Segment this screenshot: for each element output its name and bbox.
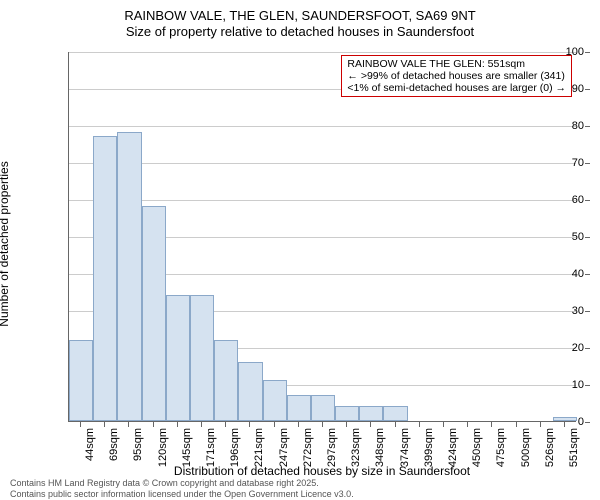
histogram-bar: [287, 395, 311, 421]
y-gridline: [69, 163, 576, 164]
y-tick-mark: [585, 52, 590, 53]
x-tick-mark: [395, 422, 396, 427]
x-tick-label: 145sqm: [181, 428, 193, 467]
x-tick-mark: [467, 422, 468, 427]
info-line-3: <1% of semi-detached houses are larger (…: [347, 82, 566, 94]
histogram-bar: [69, 340, 93, 421]
y-axis: Number of detached properties: [10, 52, 66, 422]
info-line-1: RAINBOW VALE THE GLEN: 551sqm: [347, 58, 566, 70]
chart-title: RAINBOW VALE, THE GLEN, SAUNDERSFOOT, SA…: [10, 8, 590, 23]
y-gridline: [69, 52, 576, 53]
x-tick-label: 323sqm: [350, 428, 362, 467]
x-tick-label: 399sqm: [423, 428, 435, 467]
histogram-bar: [190, 295, 214, 421]
x-tick-mark: [298, 422, 299, 427]
plot-area: RAINBOW VALE THE GLEN: 551sqm ← >99% of …: [68, 52, 576, 422]
x-axis: Distribution of detached houses by size …: [68, 422, 576, 482]
x-tick-label: 348sqm: [374, 428, 386, 467]
copyright-line-1: Contains HM Land Registry data © Crown c…: [10, 478, 354, 489]
histogram-bar: [383, 406, 407, 421]
chart-container: RAINBOW VALE, THE GLEN, SAUNDERSFOOT, SA…: [10, 8, 590, 493]
x-tick-mark: [370, 422, 371, 427]
x-tick-mark: [201, 422, 202, 427]
y-tick-label: 50: [536, 231, 584, 243]
histogram-bar: [238, 362, 262, 421]
x-tick-mark: [346, 422, 347, 427]
y-tick-mark: [585, 274, 590, 275]
copyright-line-2: Contains public sector information licen…: [10, 489, 354, 500]
y-tick-mark: [585, 348, 590, 349]
x-tick-label: 450sqm: [471, 428, 483, 467]
y-tick-label: 60: [536, 194, 584, 206]
x-tick-label: 424sqm: [447, 428, 459, 467]
y-tick-mark: [585, 89, 590, 90]
histogram-bar: [263, 380, 287, 421]
y-tick-mark: [585, 163, 590, 164]
y-tick-mark: [585, 237, 590, 238]
y-tick-mark: [585, 311, 590, 312]
x-tick-mark: [225, 422, 226, 427]
histogram-bar: [311, 395, 335, 421]
chart-subtitle: Size of property relative to detached ho…: [10, 24, 590, 39]
x-tick-mark: [322, 422, 323, 427]
y-tick-label: 40: [536, 268, 584, 280]
y-tick-mark: [585, 126, 590, 127]
x-tick-label: 95sqm: [132, 428, 144, 461]
x-tick-label: 500sqm: [520, 428, 532, 467]
x-tick-mark: [419, 422, 420, 427]
x-tick-mark: [80, 422, 81, 427]
x-tick-mark: [153, 422, 154, 427]
copyright-notice: Contains HM Land Registry data © Crown c…: [10, 478, 354, 500]
x-tick-mark: [274, 422, 275, 427]
histogram-bar: [359, 406, 383, 421]
y-tick-mark: [585, 422, 590, 423]
histogram-bar: [166, 295, 190, 421]
x-tick-label: 196sqm: [229, 428, 241, 467]
info-box: RAINBOW VALE THE GLEN: 551sqm ← >99% of …: [341, 55, 572, 97]
y-tick-mark: [585, 200, 590, 201]
y-axis-label: Number of detached properties: [0, 161, 11, 326]
y-gridline: [69, 126, 576, 127]
x-tick-label: 272sqm: [302, 428, 314, 467]
x-tick-mark: [128, 422, 129, 427]
info-line-2: ← >99% of detached houses are smaller (3…: [347, 70, 566, 82]
x-tick-label: 120sqm: [157, 428, 169, 467]
x-tick-label: 221sqm: [253, 428, 265, 467]
x-tick-label: 171sqm: [205, 428, 217, 467]
x-tick-label: 44sqm: [84, 428, 96, 461]
histogram-bar: [142, 206, 166, 421]
y-gridline: [69, 200, 576, 201]
y-tick-label: 70: [536, 157, 584, 169]
histogram-bar: [93, 136, 117, 421]
x-tick-label: 69sqm: [108, 428, 120, 461]
x-tick-mark: [491, 422, 492, 427]
x-tick-label: 475sqm: [495, 428, 507, 467]
x-tick-label: 526sqm: [544, 428, 556, 467]
histogram-bar: [117, 132, 141, 421]
x-tick-mark: [443, 422, 444, 427]
y-tick-label: 30: [536, 305, 584, 317]
x-tick-label: 551sqm: [568, 428, 580, 467]
histogram-bar: [214, 340, 238, 421]
x-tick-label: 247sqm: [278, 428, 290, 467]
x-tick-label: 374sqm: [399, 428, 411, 467]
y-tick-label: 0: [536, 416, 584, 428]
histogram-bar: [335, 406, 359, 421]
x-tick-label: 297sqm: [326, 428, 338, 467]
x-tick-mark: [177, 422, 178, 427]
y-tick-label: 20: [536, 342, 584, 354]
x-tick-mark: [249, 422, 250, 427]
x-tick-mark: [516, 422, 517, 427]
x-tick-mark: [104, 422, 105, 427]
y-tick-label: 80: [536, 120, 584, 132]
y-tick-label: 10: [536, 379, 584, 391]
y-tick-mark: [585, 385, 590, 386]
